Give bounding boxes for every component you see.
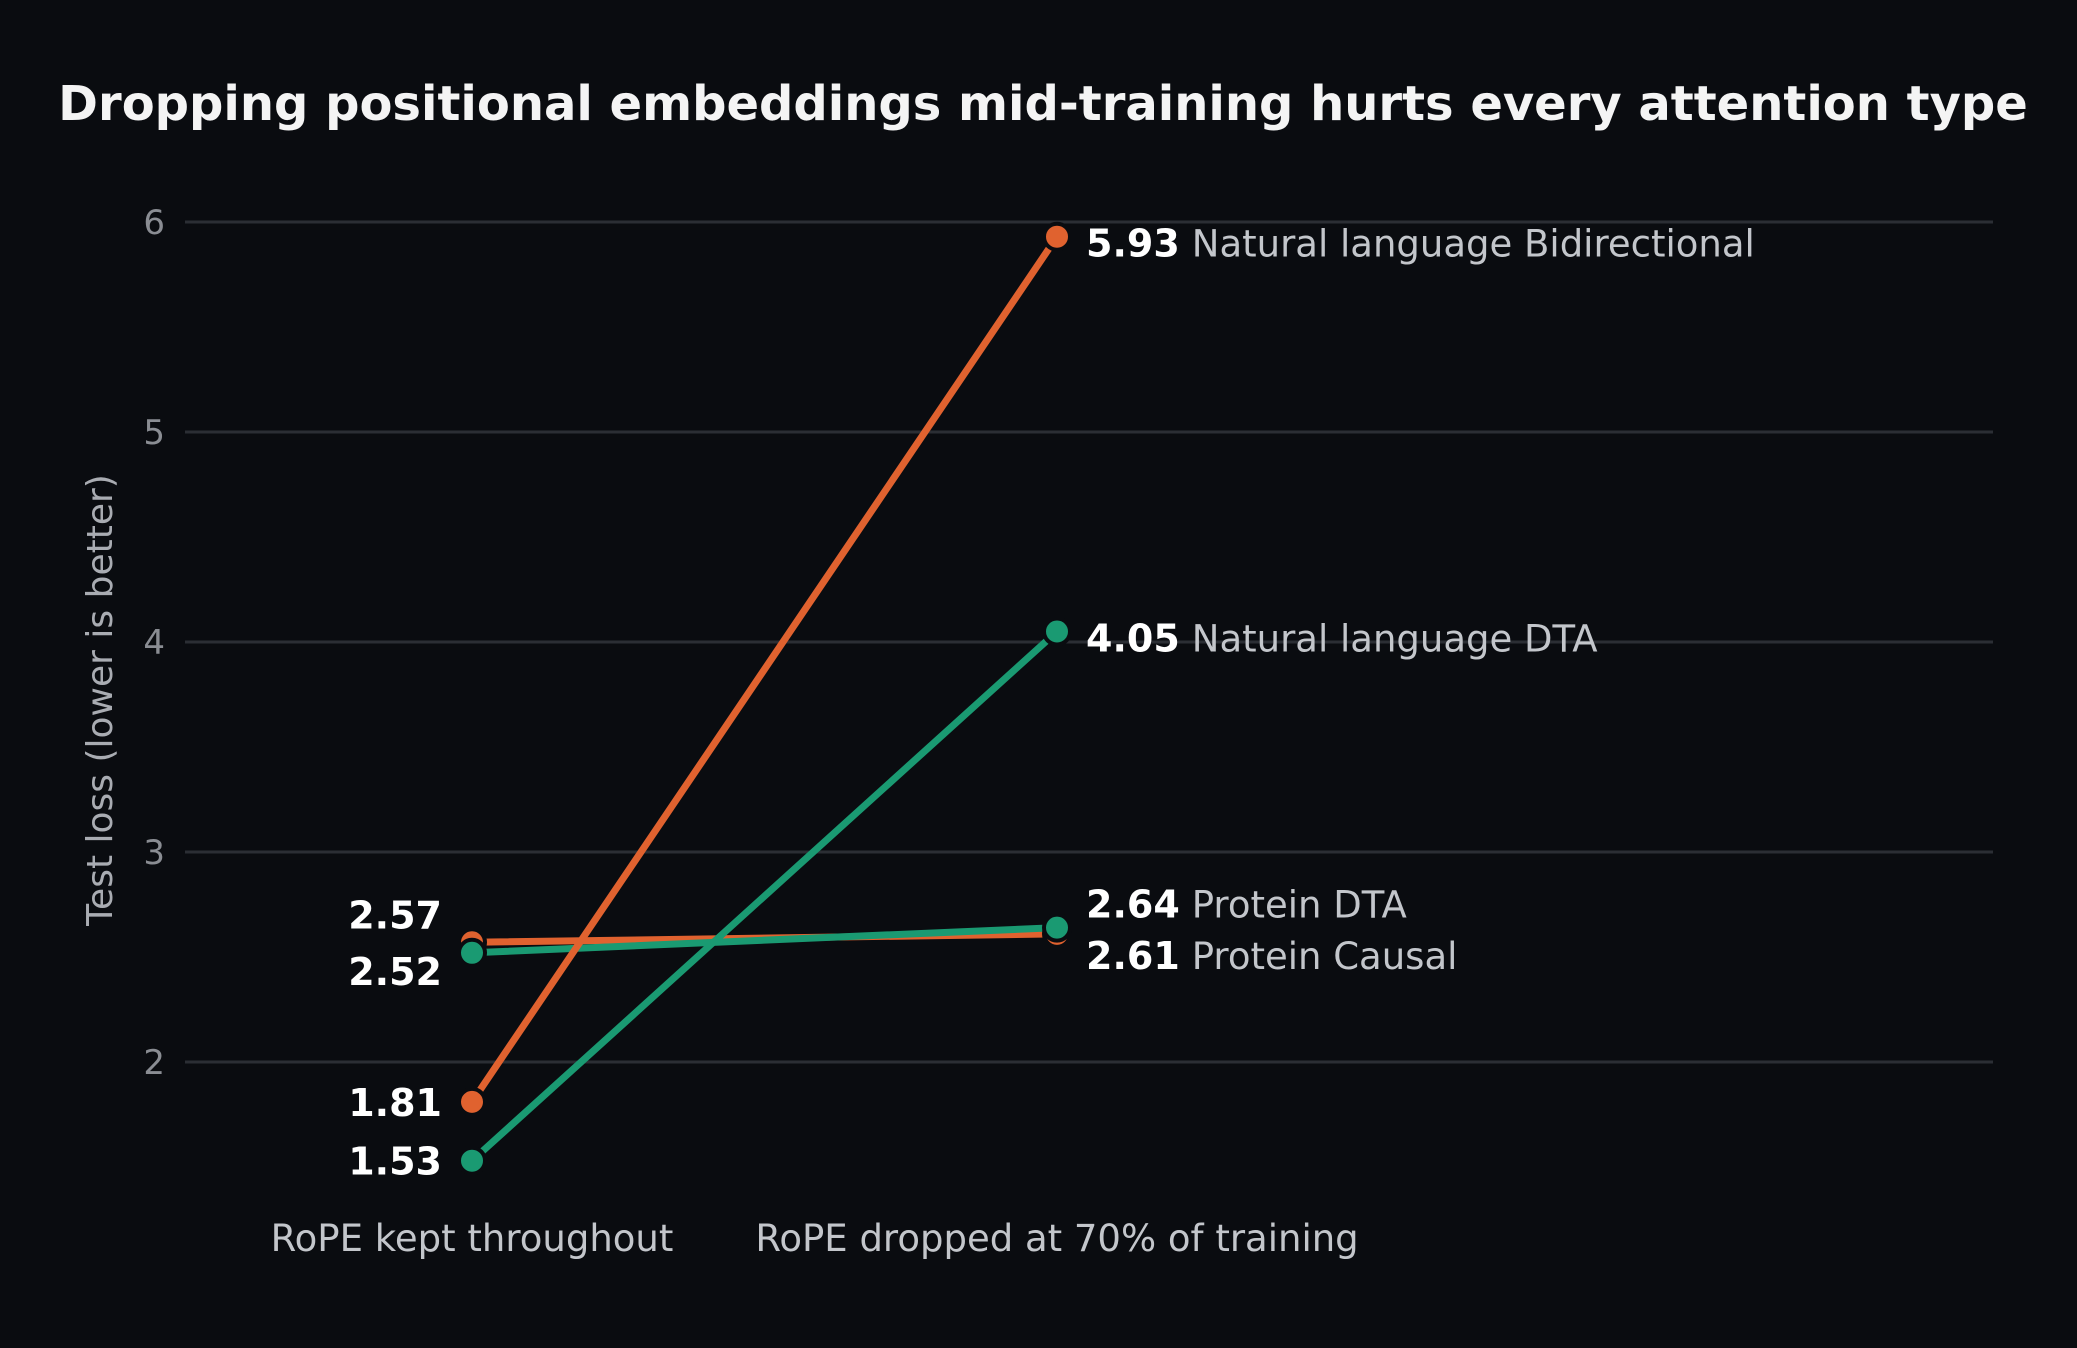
y-axis-label: Test loss (lower is better) (80, 474, 121, 927)
chart-title: Dropping positional embeddings mid-train… (58, 76, 2028, 132)
series-layer (457, 221, 1072, 1176)
series-line-1 (468, 628, 1061, 1165)
data-labels: 1.81 1.53 2.52 2.57 5.93 Natural language Bid… (348, 222, 1755, 1184)
end-value-1: 4.05 (1086, 617, 1180, 661)
series-point-0-0 (457, 1086, 487, 1117)
y-tick-label-3: 3 (143, 833, 165, 873)
start-value-label-3: 2.57 (348, 893, 442, 937)
x-category-labels: RoPE kept throughout RoPE dropped at 70% … (271, 1217, 1359, 1260)
series-point-1-1 (1042, 616, 1072, 647)
series-point-0-1 (1042, 221, 1072, 252)
y-tick-label-6: 6 (143, 203, 165, 243)
end-value-0: 5.93 (1086, 222, 1180, 266)
y-tick-label-4: 4 (143, 623, 165, 663)
y-tick-label-5: 5 (143, 413, 165, 453)
end-label-1: 4.05 Natural language DTA (1086, 617, 1598, 661)
series-line-2 (468, 924, 1061, 957)
start-value-label-2: 2.52 (348, 950, 442, 994)
series-name-2: Protein DTA (1192, 884, 1407, 927)
start-value-label-1: 1.53 (348, 1140, 442, 1184)
y-tick-label-2: 2 (143, 1043, 165, 1083)
start-value-label-0: 1.81 (348, 1081, 442, 1125)
series-point-2-0 (457, 937, 487, 968)
end-value-2: 2.64 (1086, 883, 1180, 927)
end-label-0: 5.93 Natural language Bidirectional (1086, 222, 1755, 266)
series-point-1-0 (457, 1145, 487, 1176)
x-category-label-1: RoPE dropped at 70% of training (755, 1217, 1358, 1260)
series-point-2-1 (1042, 912, 1072, 943)
series-name-1: Natural language DTA (1192, 618, 1598, 661)
series-line-0 (468, 233, 1061, 1106)
series-name-3: Protein Causal (1192, 935, 1458, 978)
end-label-2: 2.64 Protein DTA (1086, 883, 1407, 927)
series-name-0: Natural language Bidirectional (1192, 223, 1755, 266)
x-category-label-0: RoPE kept throughout (271, 1217, 674, 1260)
end-label-3: 2.61 Protein Causal (1086, 934, 1457, 978)
grid-layer: 2 3 4 5 6 (143, 203, 1993, 1083)
end-value-3: 2.61 (1086, 934, 1180, 978)
